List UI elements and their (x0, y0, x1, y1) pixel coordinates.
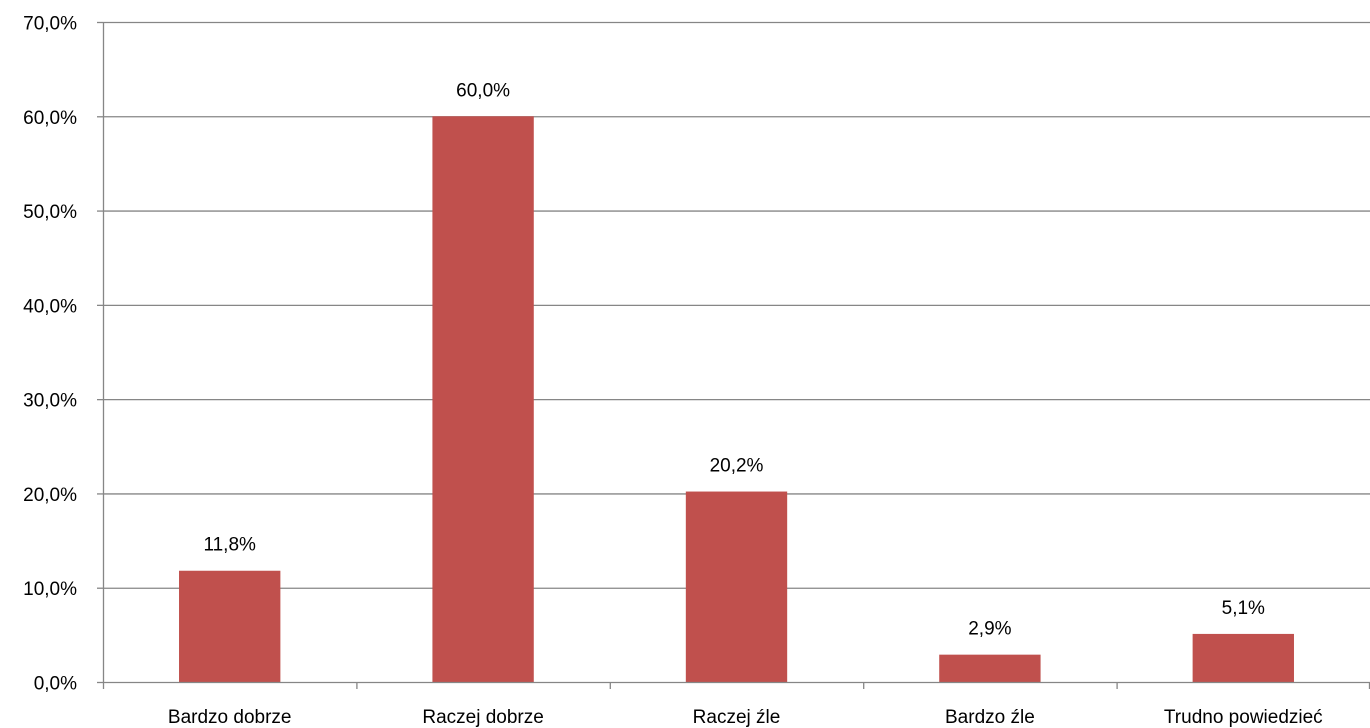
bar (432, 116, 534, 683)
data-label: 60,0% (456, 80, 510, 101)
x-category-label: Trudno powiedzieć (1164, 707, 1323, 728)
y-tick-label: 70,0% (23, 14, 77, 35)
bar (939, 654, 1041, 682)
bars (179, 116, 1294, 683)
x-category-label: Bardzo dobrze (168, 707, 292, 728)
y-tick-label: 20,0% (23, 485, 77, 506)
x-category-label: Bardzo źle (945, 707, 1035, 728)
labels: 0,0% 10,0% 20,0% 30,0% 40,0% 50,0% 60,0% 70,0% 1… (23, 14, 1323, 728)
data-label: 2,9% (968, 619, 1011, 640)
y-tick-label: 30,0% (23, 391, 77, 412)
bar (1192, 633, 1294, 682)
data-label: 11,8% (203, 535, 256, 556)
y-tick-label: 50,0% (23, 202, 77, 223)
y-tick-label: 10,0% (23, 579, 77, 600)
y-tick-label: 40,0% (23, 296, 77, 317)
data-label: 5,1% (1222, 598, 1265, 619)
x-category-label: Raczej źle (693, 707, 781, 728)
y-tick-label: 0,0% (34, 674, 77, 695)
data-label: 20,2% (710, 456, 764, 477)
bar (179, 570, 281, 682)
y-tick-label: 60,0% (23, 108, 77, 129)
x-category-label: Raczej dobrze (422, 707, 543, 728)
grid-lines (103, 21, 1370, 589)
bar (685, 491, 788, 682)
